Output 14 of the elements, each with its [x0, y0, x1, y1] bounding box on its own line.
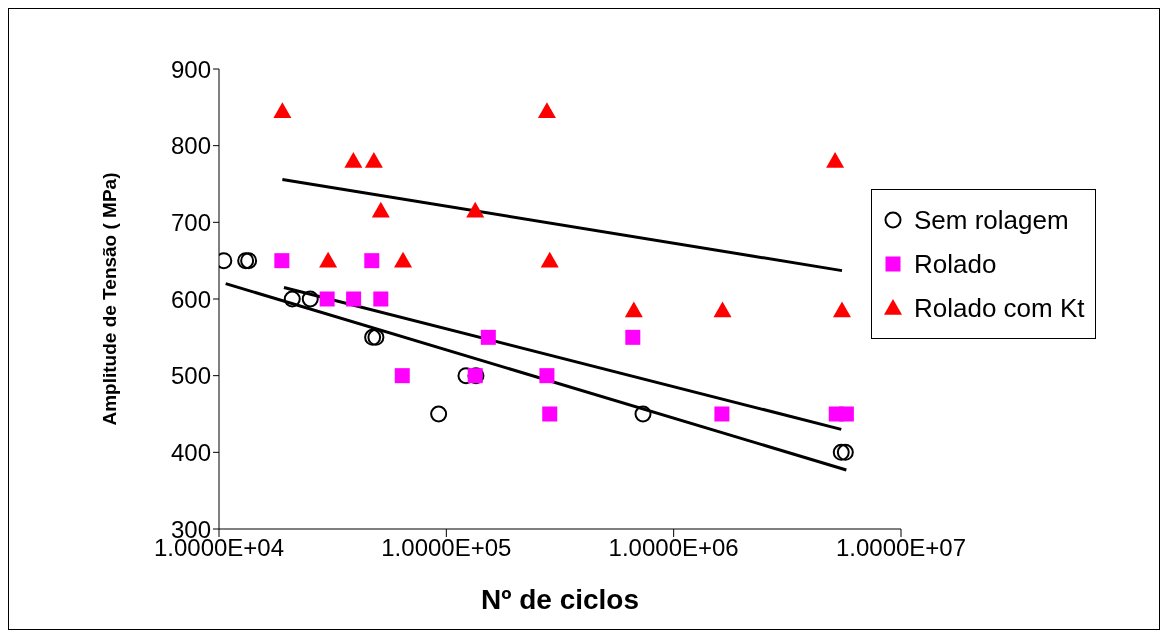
y-tick-label: 600 — [170, 285, 211, 313]
legend-label: Sem rolagem — [914, 204, 1069, 236]
y-tick-label: 400 — [170, 438, 211, 466]
x-tick-label: 1.0000E+06 — [608, 534, 739, 562]
x-tick-label: 1.0000E+07 — [835, 534, 967, 562]
y-tick-label: 500 — [170, 362, 211, 390]
y-tick-label: 800 — [170, 132, 211, 160]
legend-label: Rolado — [914, 248, 997, 280]
legend-label: Rolado com Kt — [914, 292, 1085, 324]
y-tick-label: 700 — [170, 208, 211, 236]
y-axis-title: Amplitude de Tensão ( MPa) — [98, 172, 120, 426]
x-tick-label: 1.0000E+05 — [381, 534, 512, 562]
y-tick-label: 900 — [170, 55, 211, 83]
x-axis-title: Nº de ciclos — [480, 584, 640, 615]
